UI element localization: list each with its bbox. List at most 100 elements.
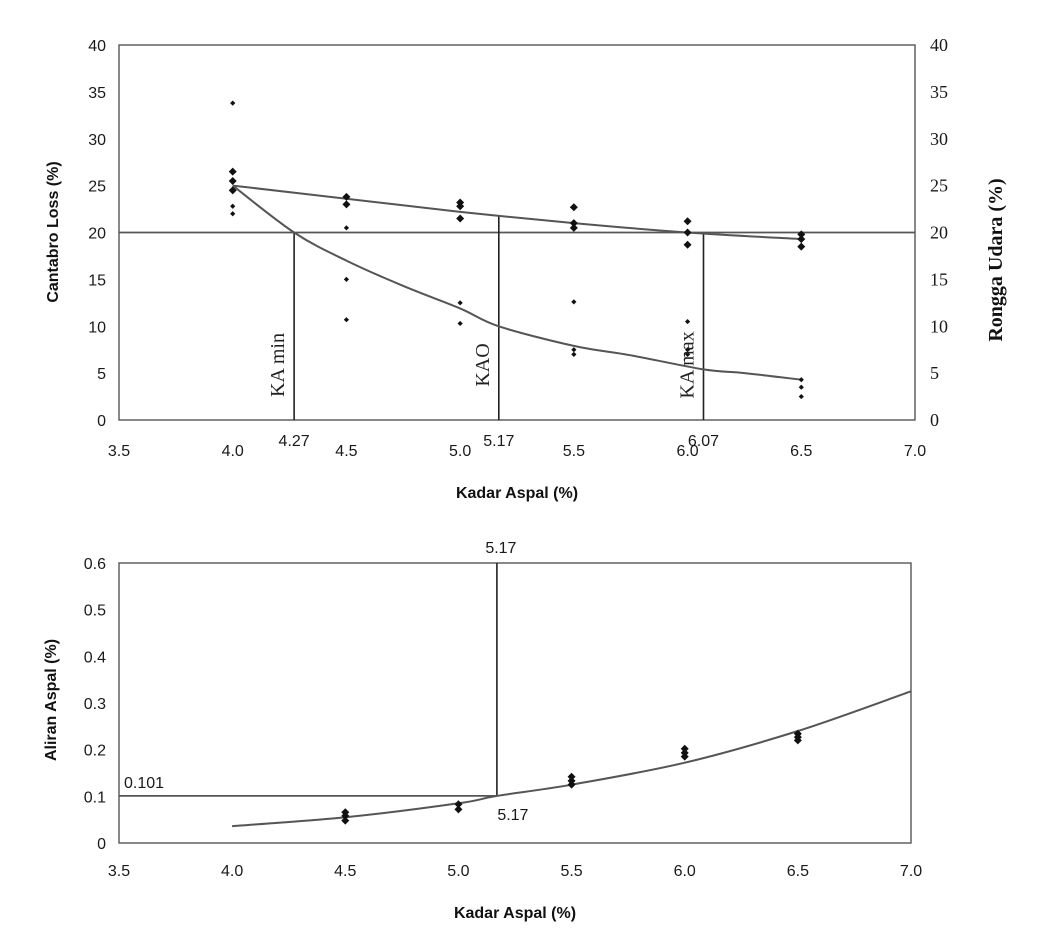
top-x-tick-label: 5.5: [563, 443, 585, 460]
top-data-point: [343, 225, 350, 231]
top-data-point: [230, 211, 236, 217]
bottom-x-tick-label: 6.5: [787, 863, 809, 880]
top-x-tick-label: 6.0: [676, 443, 698, 460]
top-data-point: [797, 235, 806, 244]
bottom-y-tick-label: 0: [97, 836, 106, 853]
bottom-y-tick-label: 0.4: [84, 649, 106, 666]
top-data-point: [797, 242, 806, 251]
top-data-point: [797, 230, 806, 239]
bottom-x-tick-label: 5.5: [560, 863, 582, 880]
bottom-horizontal-line-label: 0.101: [124, 775, 164, 792]
top-vertical-line-label: KA min: [267, 333, 289, 397]
top-data-point: [569, 219, 578, 228]
bottom-fit-curve: [232, 690, 912, 828]
top-right-y-tick-label: 20: [930, 223, 948, 243]
top-x-tick-labels: 3.5 4.0 4.5 5.0 5.5 6.0 6.5 7.0: [108, 443, 926, 460]
top-right-y-tick-labels: 0 5 10 15 20 25 30 35 40: [930, 35, 948, 430]
top-right-y-tick-label: 10: [930, 316, 948, 336]
bottom-data-point: [793, 729, 802, 738]
top-right-y-tick-label: 0: [930, 410, 939, 430]
top-y-tick-label: 5: [97, 366, 106, 383]
top-y-tick-label: 30: [88, 132, 106, 149]
top-data-point: [571, 351, 577, 357]
top-x-tick-label: 6.5: [790, 443, 812, 460]
top-data-point: [457, 300, 463, 306]
top-chart: 3.5 4.0 4.5 5.0 5.5 6.0 6.5 7.0 0 5 10 15 20 25 30 35 4…: [45, 35, 1007, 502]
top-data-point: [571, 347, 577, 353]
top-data-point: [228, 186, 237, 195]
bottom-data-point: [680, 744, 689, 753]
bottom-x-tick-label: 5.0: [447, 863, 469, 880]
top-data-point: [684, 347, 691, 353]
top-vertical-line-labels: KA min 4.27 KAO 5.17 KA max 6.07: [267, 331, 719, 450]
top-x-tick-label: 4.5: [335, 443, 357, 460]
bottom-chart: 3.5 4.0 4.5 5.0 5.5 6.0 6.5 7.0 0 0.1 0.2 0.3 0.4 0.…: [43, 540, 922, 922]
top-data-point: [683, 240, 692, 249]
bottom-data-points: [341, 729, 802, 825]
bottom-x-tick-label: 4.0: [221, 863, 243, 880]
top-data-point: [569, 203, 578, 212]
bottom-y-tick-labels: 0 0.1 0.2 0.3 0.4 0.5 0.6: [84, 556, 106, 853]
top-data-point: [342, 192, 351, 201]
bottom-x-tick-label: 7.0: [900, 863, 922, 880]
bottom-x-tick-label: 3.5: [108, 863, 130, 880]
top-right-y-tick-label: 35: [930, 82, 948, 102]
bottom-x-tick-label: 6.0: [674, 863, 696, 880]
top-y-tick-label: 35: [88, 85, 106, 102]
bottom-fit-curve: [232, 690, 912, 828]
top-right-y-tick-label: 5: [930, 363, 939, 383]
top-x-tick-label: 3.5: [108, 443, 130, 460]
top-vertical-line-label: KA max: [676, 331, 698, 398]
bottom-y-tick-label: 0.1: [84, 789, 106, 806]
top-right-y-tick-label: 30: [930, 129, 948, 149]
top-reference-lines: [119, 215, 915, 420]
bottom-y-tick-label: 0.5: [84, 603, 106, 620]
bottom-vertical-line-top-label: 5.17: [485, 540, 516, 557]
top-vertical-line-value: 4.27: [279, 433, 310, 450]
top-data-point: [569, 223, 578, 232]
bottom-y-tick-label: 0.2: [84, 743, 106, 760]
top-x-axis-title: Kadar Aspal (%): [456, 485, 578, 502]
bottom-data-point: [567, 772, 576, 781]
top-data-point: [684, 351, 691, 357]
top-right-y-tick-label: 15: [930, 269, 948, 289]
top-right-y-axis-title: Rongga Udara (%): [985, 178, 1007, 341]
top-vertical-line-value: 6.07: [688, 433, 719, 450]
bottom-data-point: [454, 800, 463, 809]
bottom-data-point: [567, 776, 576, 785]
top-right-y-tick-label: 25: [930, 176, 948, 196]
top-y-tick-labels: 0 5 10 15 20 25 30 35 40: [88, 38, 106, 430]
top-y-tick-label: 10: [88, 319, 106, 336]
top-y-tick-label: 0: [97, 413, 106, 430]
top-right-y-tick-label: 40: [930, 35, 948, 55]
top-fit-curve-2: [232, 184, 802, 381]
top-data-points: [228, 100, 806, 400]
top-vertical-line-value: 5.17: [483, 433, 514, 450]
bottom-annotations: 0.101 5.17 5.17: [124, 540, 529, 824]
top-y-tick-label: 25: [88, 179, 106, 196]
bottom-vertical-line-bottom-label: 5.17: [497, 807, 528, 824]
bottom-reference-lines: [119, 563, 498, 797]
top-fit-curves: [232, 184, 802, 381]
top-vertical-line-label: KAO: [472, 343, 494, 386]
bottom-data-point: [341, 808, 350, 817]
top-data-point: [571, 299, 577, 305]
bottom-y-axis-title: Aliran Aspal (%): [43, 639, 60, 761]
top-y-tick-label: 20: [88, 226, 106, 243]
top-data-point: [683, 217, 692, 226]
bottom-data-point: [454, 805, 463, 814]
bottom-x-tick-labels: 3.5 4.0 4.5 5.0 5.5 6.0 6.5 7.0: [108, 863, 922, 880]
bottom-data-point: [680, 748, 689, 757]
top-data-point: [457, 320, 463, 327]
bottom-y-tick-label: 0.3: [84, 696, 106, 713]
top-data-point: [456, 214, 465, 223]
top-data-point: [343, 276, 350, 282]
top-data-point: [798, 377, 804, 383]
top-x-tick-label: 4.0: [222, 443, 244, 460]
top-data-point: [228, 176, 237, 185]
top-y-axis-title: Cantabro Loss (%): [45, 161, 62, 302]
top-y-tick-label: 15: [88, 272, 106, 289]
bottom-y-tick-label: 0.6: [84, 556, 106, 573]
top-data-point: [342, 200, 351, 209]
